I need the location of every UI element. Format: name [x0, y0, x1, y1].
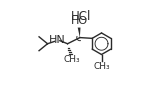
Text: CH₃: CH₃: [94, 62, 111, 71]
Text: CH₃: CH₃: [63, 55, 80, 64]
Text: HCl: HCl: [71, 10, 92, 23]
Text: HN: HN: [49, 35, 66, 45]
Text: HO: HO: [71, 16, 88, 26]
Polygon shape: [78, 28, 80, 38]
